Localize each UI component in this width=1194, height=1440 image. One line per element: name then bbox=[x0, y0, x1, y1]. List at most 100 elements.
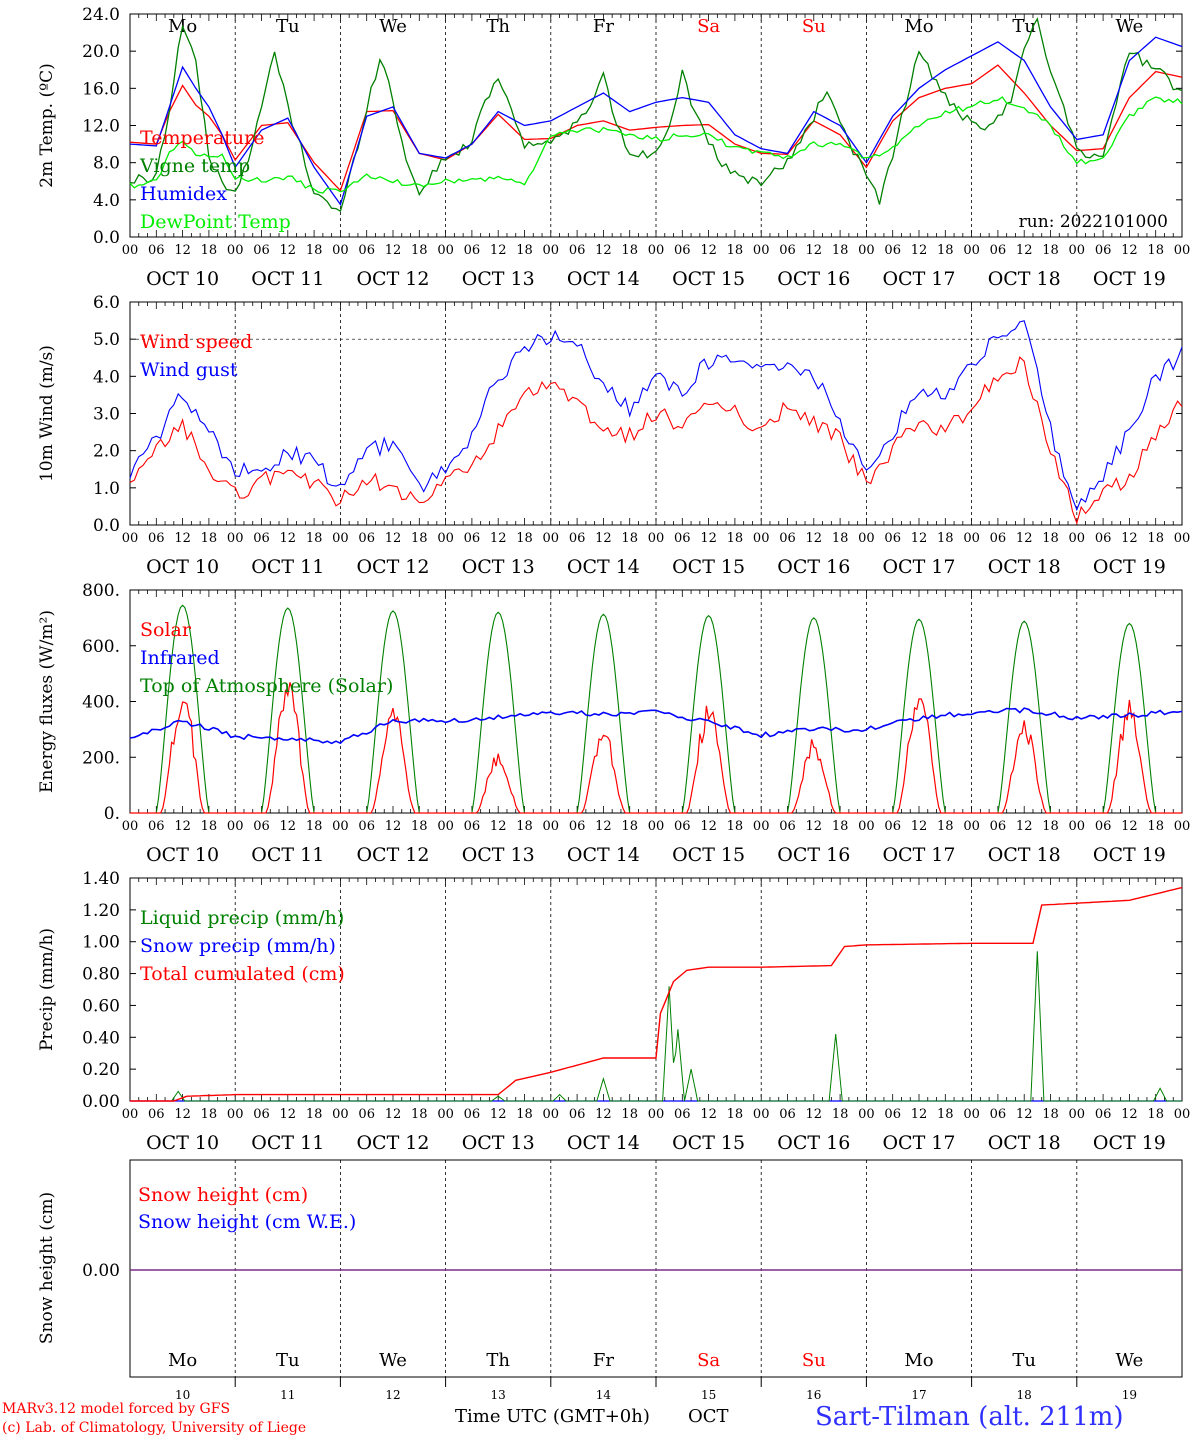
date-label: OCT 19 bbox=[1093, 268, 1166, 290]
hour-tick-label: 12 bbox=[385, 531, 402, 546]
hour-tick-label: 12 bbox=[174, 243, 191, 258]
date-label: OCT 18 bbox=[988, 268, 1061, 290]
series-total-cumulated bbox=[130, 886, 1183, 1102]
hour-tick-label: 00 bbox=[543, 1107, 560, 1122]
y-tick-label: 200. bbox=[82, 748, 120, 768]
hour-tick-label: 12 bbox=[595, 243, 612, 258]
y-tick-label: 400. bbox=[82, 693, 120, 713]
hour-tick-label: 06 bbox=[148, 819, 165, 834]
date-label: OCT 11 bbox=[251, 556, 324, 578]
y-tick-label: 600. bbox=[82, 637, 120, 657]
hour-tick-label: 00 bbox=[332, 243, 349, 258]
hour-tick-label: 12 bbox=[806, 1107, 823, 1122]
hour-tick-label: 12 bbox=[1016, 1107, 1033, 1122]
hour-tick-label: 00 bbox=[227, 531, 244, 546]
hour-tick-label: 06 bbox=[884, 819, 901, 834]
hour-tick-label: 00 bbox=[753, 1107, 770, 1122]
y-axis-label: Precip (mm/h) bbox=[37, 928, 57, 1051]
plot-frame bbox=[129, 301, 1183, 526]
hour-tick-label: 00 bbox=[648, 1107, 665, 1122]
hour-tick-label: 12 bbox=[280, 531, 297, 546]
weekday-label: Mo bbox=[904, 16, 933, 37]
y-tick-label: 800. bbox=[82, 581, 120, 601]
hour-tick-label: 06 bbox=[779, 819, 796, 834]
hour-tick-label: 06 bbox=[358, 819, 375, 834]
hour-tick-label: 12 bbox=[490, 243, 507, 258]
hour-tick-label: 06 bbox=[148, 1107, 165, 1122]
hour-tick-label: 12 bbox=[1016, 531, 1033, 546]
hour-tick-label: 06 bbox=[674, 243, 691, 258]
hour-tick-label: 06 bbox=[674, 531, 691, 546]
hour-tick-label: 00 bbox=[963, 243, 980, 258]
hour-tick-label: 06 bbox=[464, 243, 481, 258]
hour-tick-label: 00 bbox=[543, 531, 560, 546]
legend-snow-height-cm-w-e-: Snow height (cm W.E.) bbox=[138, 1211, 356, 1233]
date-label: OCT 13 bbox=[462, 268, 535, 290]
legend-vigne-temp: Vigne temp bbox=[139, 155, 250, 177]
date-label: OCT 15 bbox=[672, 556, 745, 578]
y-tick-label: 0.80 bbox=[82, 965, 120, 985]
hour-tick-label: 00 bbox=[543, 243, 560, 258]
hour-tick-label: 00 bbox=[543, 819, 560, 834]
hour-tick-label: 06 bbox=[253, 243, 270, 258]
hour-tick-label: 00 bbox=[1174, 819, 1191, 834]
y-axis-label: Energy fluxes (W/m²) bbox=[37, 610, 57, 793]
hour-tick-label: 18 bbox=[727, 243, 744, 258]
y-tick-label: 0.0 bbox=[93, 516, 120, 536]
day-number: 16 bbox=[806, 1388, 821, 1402]
hour-tick-label: 18 bbox=[516, 531, 533, 546]
legend-infrared: Infrared bbox=[140, 647, 220, 669]
date-label: OCT 11 bbox=[251, 1132, 324, 1154]
date-label: OCT 17 bbox=[882, 1132, 955, 1154]
hour-tick-label: 00 bbox=[122, 243, 139, 258]
hour-tick-label: 12 bbox=[490, 531, 507, 546]
weekday-label: We bbox=[379, 16, 407, 37]
y-tick-label: 16.0 bbox=[82, 79, 120, 99]
hour-tick-label: 00 bbox=[963, 531, 980, 546]
day-number: 14 bbox=[596, 1388, 612, 1402]
weekday-label: Mo bbox=[168, 1350, 197, 1371]
weekday-label: Su bbox=[802, 1350, 826, 1371]
hour-tick-label: 12 bbox=[595, 819, 612, 834]
y-tick-label: 1.00 bbox=[82, 933, 120, 953]
hour-tick-label: 18 bbox=[1147, 1107, 1164, 1122]
legend-wind-gust: Wind gust bbox=[140, 359, 238, 381]
panel-4: 00 06 12 18 00 06 12 18 00 06 12 18 00 06 12 18 00 06 12 18… bbox=[37, 869, 1190, 1154]
hour-tick-label: 18 bbox=[832, 531, 849, 546]
hour-tick-label: 18 bbox=[411, 243, 428, 258]
weekday-label: We bbox=[1116, 16, 1144, 37]
hour-tick-label: 18 bbox=[306, 243, 323, 258]
hour-tick-label: 00 bbox=[963, 819, 980, 834]
series-wind-gust bbox=[129, 320, 1183, 512]
hour-tick-label: 06 bbox=[358, 1107, 375, 1122]
day-number: 15 bbox=[701, 1388, 716, 1402]
hour-tick-label: 00 bbox=[648, 531, 665, 546]
hour-tick-label: 12 bbox=[1121, 819, 1138, 834]
series-humidex bbox=[129, 36, 1183, 206]
hour-tick-label: 12 bbox=[174, 1107, 191, 1122]
hour-tick-label: 18 bbox=[1147, 243, 1164, 258]
lab-credit: (c) Lab. of Climatology, University of L… bbox=[2, 1420, 307, 1436]
hour-tick-label: 12 bbox=[1121, 1107, 1138, 1122]
hour-tick-label: 00 bbox=[122, 1107, 139, 1122]
hour-tick-label: 06 bbox=[779, 243, 796, 258]
hour-tick-label: 12 bbox=[1016, 819, 1033, 834]
hour-tick-label: 18 bbox=[1042, 531, 1059, 546]
hour-tick-label: 00 bbox=[1069, 531, 1086, 546]
hour-tick-label: 12 bbox=[911, 819, 928, 834]
date-label: OCT 19 bbox=[1093, 844, 1166, 866]
hour-tick-label: 18 bbox=[937, 243, 954, 258]
series-solar bbox=[130, 682, 1182, 814]
y-tick-label: 0.0 bbox=[93, 228, 120, 248]
hour-tick-label: 06 bbox=[148, 243, 165, 258]
y-axis-label: 2m Temp. (ºC) bbox=[37, 63, 57, 188]
day-number: 18 bbox=[1017, 1388, 1032, 1402]
panel-1: 00 06 12 18 00 06 12 18 00 06 12 18 00 06 12 18 00 06 12 18… bbox=[37, 5, 1190, 290]
date-label: OCT 12 bbox=[356, 1132, 429, 1154]
series-wind-speed bbox=[129, 356, 1183, 525]
panel-5: 0.00 Snow height (cm) Snow height (cm) Snow… bbox=[37, 1159, 1183, 1402]
hour-tick-label: 06 bbox=[569, 1107, 586, 1122]
legend-top-of-atmosphere-solar-: Top of Atmosphere (Solar) bbox=[140, 675, 393, 697]
hour-tick-label: 12 bbox=[700, 1107, 717, 1122]
hour-tick-label: 18 bbox=[937, 819, 954, 834]
